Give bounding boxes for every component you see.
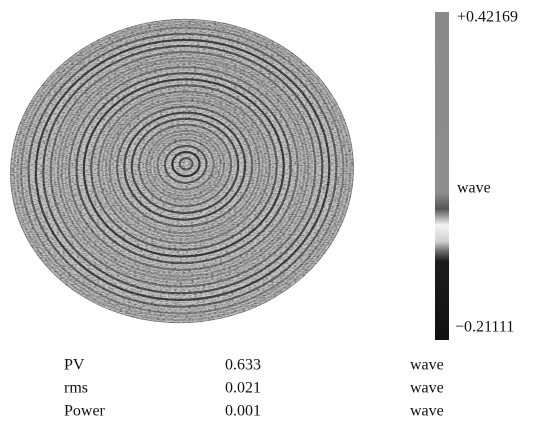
- table-cell: wave: [410, 403, 444, 420]
- colorbar-unit: wave: [457, 180, 491, 197]
- table-cell: wave: [410, 357, 444, 374]
- colorbar-min: −0.21111: [455, 319, 514, 336]
- table-cell: 0.001: [225, 403, 261, 420]
- colorbar-max: +0.42169: [457, 9, 518, 26]
- stats-table: PV 0.633 wave rms 0.021 wave Power 0.001 wave: [64, 357, 444, 420]
- table-cell: Power: [64, 403, 106, 420]
- table-cell: PV: [64, 357, 85, 374]
- surface-map: [0, 7, 365, 335]
- table-cell: wave: [410, 380, 444, 397]
- colorbar: [435, 12, 449, 340]
- texture: [0, 7, 365, 335]
- table-cell: rms: [64, 380, 88, 397]
- table-cell: 0.021: [225, 380, 261, 397]
- table-cell: 0.633: [225, 357, 261, 374]
